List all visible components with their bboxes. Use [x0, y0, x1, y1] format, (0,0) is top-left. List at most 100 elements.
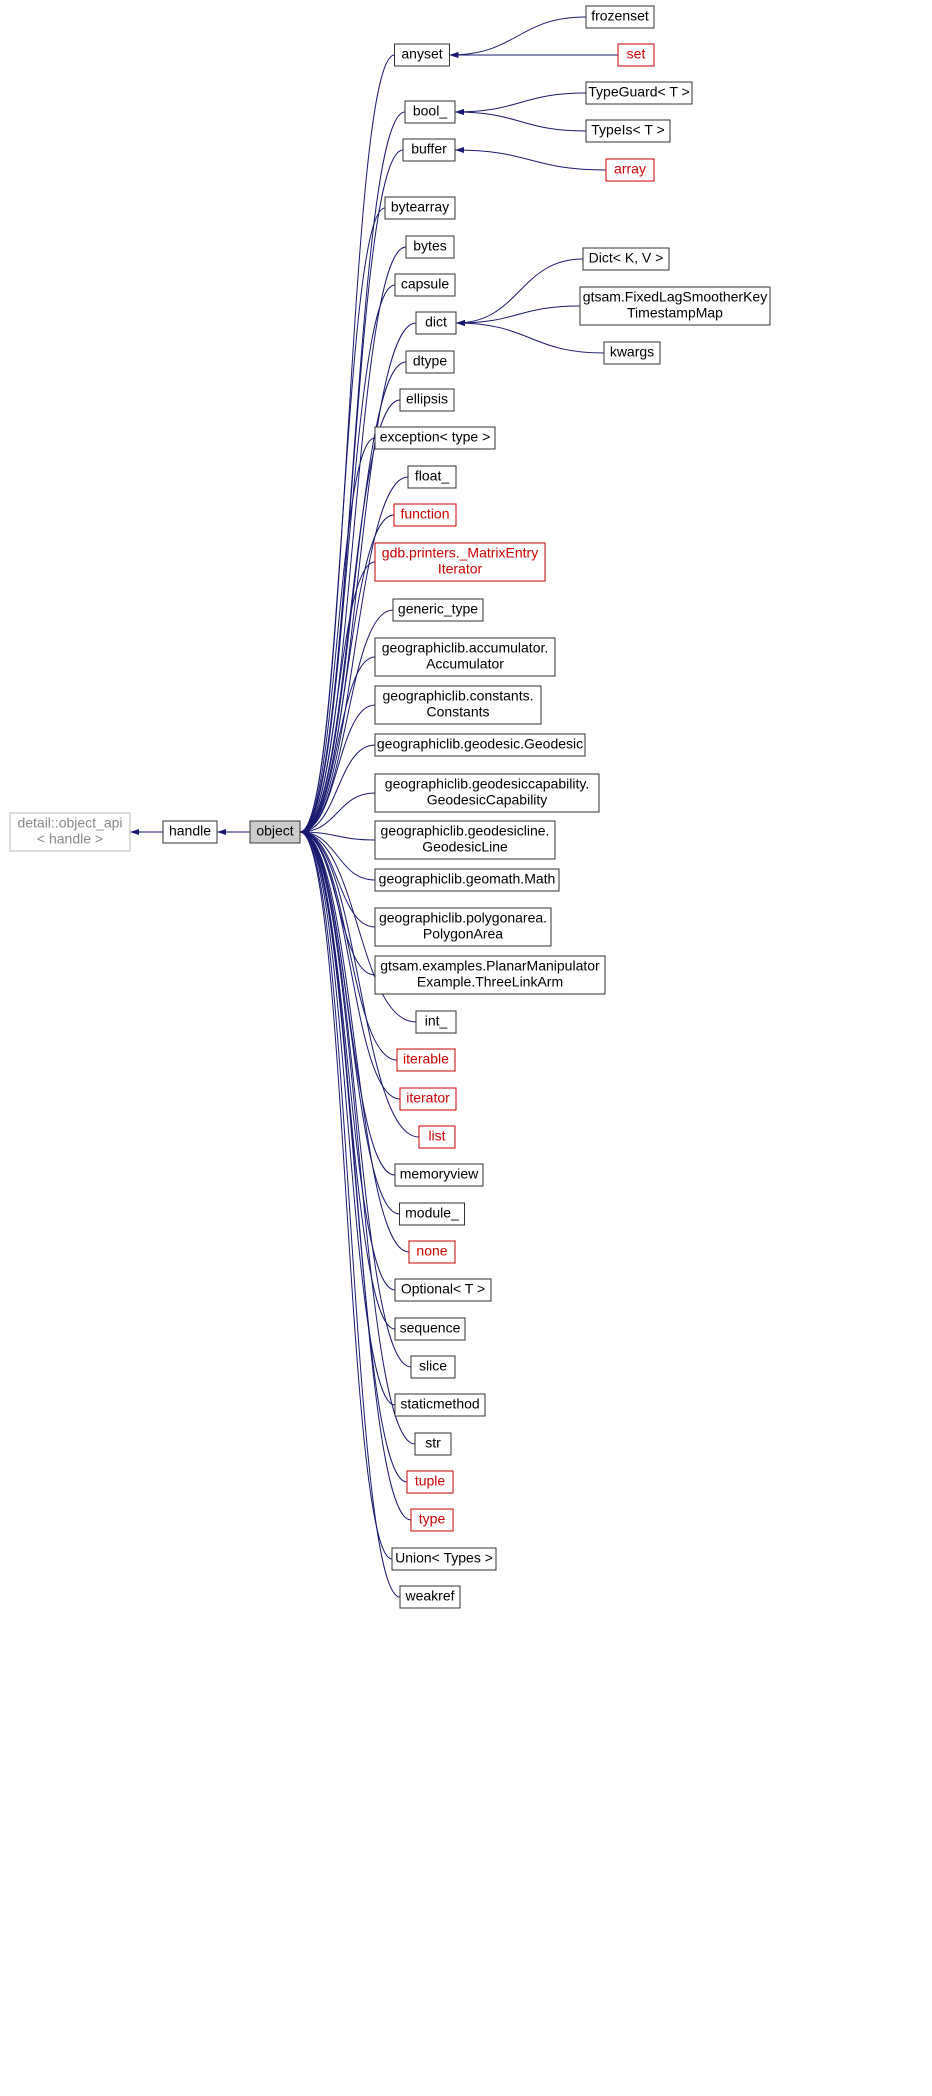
class-node-label: dict: [425, 314, 447, 330]
class-node-union[interactable]: Union< Types >: [392, 1548, 496, 1570]
class-node-label: tuple: [415, 1473, 446, 1489]
inheritance-edge: [300, 150, 403, 832]
class-node-float_[interactable]: float_: [408, 466, 456, 488]
class-node-detail_object_api[interactable]: detail::object_api< handle >: [10, 813, 130, 851]
inheritance-edge: [300, 562, 375, 832]
class-node-bool_[interactable]: bool_: [405, 101, 455, 123]
inheritance-edge: [300, 657, 375, 832]
class-node-label: bool_: [413, 103, 447, 119]
class-node-none[interactable]: none: [409, 1241, 455, 1263]
class-node-label: generic_type: [398, 601, 478, 617]
class-node-label: int_: [425, 1013, 448, 1029]
class-node-label: GeodesicCapability: [427, 792, 548, 808]
class-node-label: object: [256, 823, 293, 839]
class-node-memoryview[interactable]: memoryview: [395, 1164, 483, 1186]
class-node-label: geographiclib.geodesicline.: [381, 823, 550, 839]
class-node-module_[interactable]: module_: [400, 1203, 465, 1225]
class-node-slice[interactable]: slice: [411, 1356, 455, 1378]
class-node-label: geographiclib.geomath.Math: [379, 871, 556, 887]
class-node-type[interactable]: type: [411, 1509, 453, 1531]
class-node-array[interactable]: array: [606, 159, 654, 181]
class-node-label: Dict< K, V >: [589, 250, 664, 266]
class-node-polygonarea[interactable]: geographiclib.polygonarea.PolygonArea: [375, 908, 551, 946]
class-node-weakref[interactable]: weakref: [400, 1586, 460, 1608]
class-node-label: type: [419, 1511, 446, 1527]
class-node-accumulator[interactable]: geographiclib.accumulator.Accumulator: [375, 638, 555, 676]
class-node-label: TimestampMap: [627, 305, 723, 321]
class-node-label: anyset: [401, 46, 442, 62]
class-node-threelink[interactable]: gtsam.examples.PlanarManipulatorExample.…: [375, 956, 605, 994]
class-node-iterator[interactable]: iterator: [400, 1088, 456, 1110]
class-node-label: Union< Types >: [395, 1550, 493, 1566]
class-node-exception[interactable]: exception< type >: [375, 427, 495, 449]
class-node-geodesiccap[interactable]: geographiclib.geodesiccapability.Geodesi…: [375, 774, 599, 812]
class-node-set[interactable]: set: [618, 44, 654, 66]
class-node-label: exception< type >: [380, 429, 491, 445]
inheritance-edge: [456, 259, 583, 323]
class-node-capsule[interactable]: capsule: [395, 274, 455, 296]
class-node-label: detail::object_api: [17, 815, 122, 831]
class-node-label: TypeIs< T >: [591, 122, 664, 138]
class-node-generic_type[interactable]: generic_type: [393, 599, 483, 621]
class-node-buffer[interactable]: buffer: [403, 139, 455, 161]
class-node-label: module_: [405, 1205, 459, 1221]
class-node-label: gdb.printers._MatrixEntry: [382, 545, 538, 561]
class-node-label: gtsam.FixedLagSmootherKey: [583, 289, 767, 305]
class-node-list[interactable]: list: [419, 1126, 455, 1148]
class-node-geodesicline[interactable]: geographiclib.geodesicline.GeodesicLine: [375, 821, 555, 859]
class-node-label: none: [416, 1243, 447, 1259]
class-node-kwargs[interactable]: kwargs: [604, 342, 660, 364]
class-node-dictkv[interactable]: Dict< K, V >: [583, 248, 669, 270]
inheritance-edge: [300, 832, 409, 1252]
class-node-label: Iterator: [438, 561, 483, 577]
class-node-frozenset[interactable]: frozenset: [586, 6, 654, 28]
class-node-label: geographiclib.polygonarea.: [379, 910, 547, 926]
class-node-label: set: [627, 46, 646, 62]
class-node-fixedlag[interactable]: gtsam.FixedLagSmootherKeyTimestampMap: [580, 287, 770, 325]
class-node-geodesic[interactable]: geographiclib.geodesic.Geodesic: [375, 734, 585, 756]
class-node-label: geographiclib.constants.: [383, 688, 534, 704]
class-node-label: capsule: [401, 276, 449, 292]
class-node-str[interactable]: str: [415, 1433, 451, 1455]
class-node-ellipsis[interactable]: ellipsis: [400, 389, 454, 411]
class-node-optional[interactable]: Optional< T >: [395, 1279, 491, 1301]
class-node-label: GeodesicLine: [422, 839, 508, 855]
class-node-label: geographiclib.geodesiccapability.: [385, 776, 589, 792]
class-node-function[interactable]: function: [394, 504, 456, 526]
class-node-sequence[interactable]: sequence: [395, 1318, 465, 1340]
inheritance-edge: [456, 323, 604, 353]
class-node-label: TypeGuard< T >: [588, 84, 689, 100]
class-node-matrixentry[interactable]: gdb.printers._MatrixEntryIterator: [375, 543, 545, 581]
class-node-label: < handle >: [37, 831, 103, 847]
class-node-label: ellipsis: [406, 391, 448, 407]
class-node-label: handle: [169, 823, 211, 839]
class-node-label: kwargs: [610, 344, 654, 360]
class-node-label: geographiclib.accumulator.: [382, 640, 549, 656]
class-node-label: dtype: [413, 353, 447, 369]
class-node-tuple[interactable]: tuple: [407, 1471, 453, 1493]
class-node-int_[interactable]: int_: [416, 1011, 456, 1033]
class-node-iterable[interactable]: iterable: [397, 1049, 455, 1071]
class-node-handle[interactable]: handle: [163, 821, 217, 843]
class-node-bytearray[interactable]: bytearray: [385, 197, 455, 219]
class-node-label: sequence: [400, 1320, 461, 1336]
class-node-staticmethod[interactable]: staticmethod: [395, 1394, 485, 1416]
class-node-dtype[interactable]: dtype: [406, 351, 454, 373]
class-node-label: memoryview: [400, 1166, 479, 1182]
class-node-bytes[interactable]: bytes: [406, 236, 454, 258]
inheritance-diagram: detail::object_api< handle > handle object…: [0, 0, 932, 2096]
class-node-label: function: [400, 506, 449, 522]
class-node-anyset[interactable]: anyset: [395, 44, 450, 66]
class-node-label: float_: [415, 468, 449, 484]
class-node-object[interactable]: object: [250, 821, 300, 843]
class-node-label: slice: [419, 1358, 447, 1374]
class-node-label: frozenset: [591, 8, 649, 24]
class-node-typeguard[interactable]: TypeGuard< T >: [586, 82, 692, 104]
class-node-geomath[interactable]: geographiclib.geomath.Math: [375, 869, 559, 891]
class-node-label: Optional< T >: [401, 1281, 485, 1297]
class-node-constants[interactable]: geographiclib.constants.Constants: [375, 686, 541, 724]
class-node-label: weakref: [404, 1588, 454, 1604]
class-node-typeis[interactable]: TypeIs< T >: [586, 120, 670, 142]
class-node-label: staticmethod: [400, 1396, 479, 1412]
class-node-dict[interactable]: dict: [416, 312, 456, 334]
